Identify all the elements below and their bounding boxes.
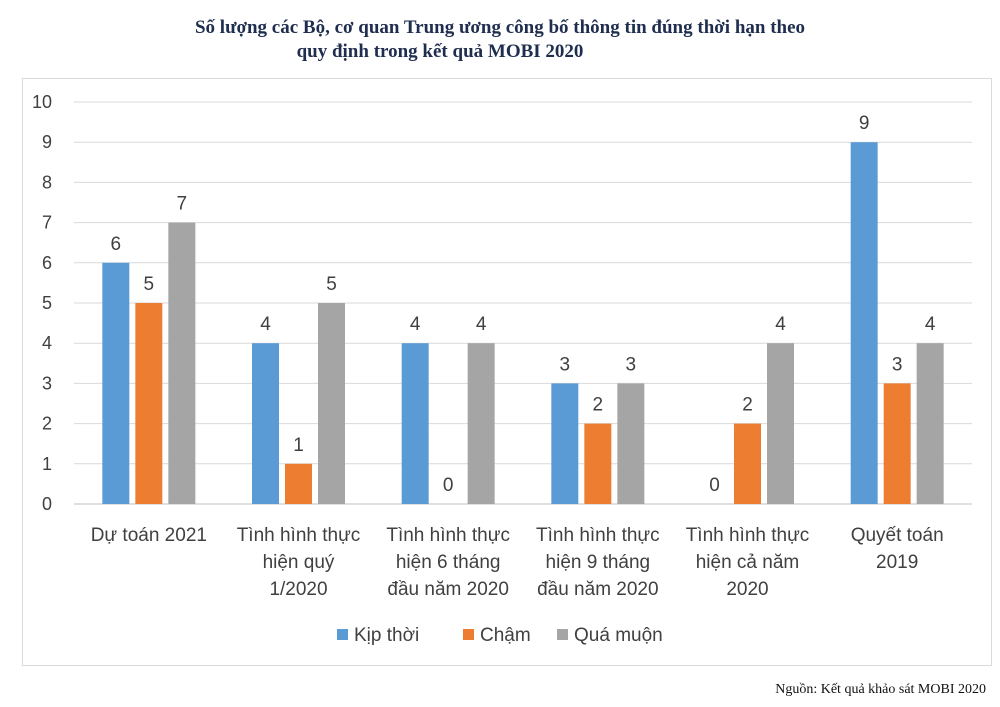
bar <box>318 303 345 504</box>
bar <box>734 423 761 504</box>
bar <box>285 463 312 504</box>
data-label: 3 <box>626 354 637 375</box>
x-category-label: đầu năm 2020 <box>537 579 659 600</box>
data-label: 5 <box>144 274 155 295</box>
data-label: 4 <box>410 314 421 335</box>
bar <box>551 383 579 504</box>
bar <box>767 343 794 504</box>
data-label: 4 <box>476 314 487 335</box>
y-tick-label: 10 <box>32 92 52 112</box>
chart-title-line-1: Số lượng các Bộ, cơ quan Trung ương công… <box>194 17 806 38</box>
x-category-label: Tình hình thực <box>686 525 810 546</box>
x-category-label: 2019 <box>876 552 918 573</box>
bar <box>916 343 944 504</box>
y-tick-label: 0 <box>42 494 52 514</box>
data-label: 3 <box>892 354 903 375</box>
y-tick-label: 7 <box>42 213 52 233</box>
x-category-label: 1/2020 <box>269 579 327 600</box>
data-label: 1 <box>293 435 304 456</box>
x-category-label: Tình hình thực <box>237 525 361 546</box>
data-label: 9 <box>859 113 870 134</box>
chart-title: Số lượng các Bộ, cơ quan Trung ương công… <box>0 16 1000 64</box>
legend: Kịp thời Chậm Quá muộn <box>337 625 663 646</box>
data-label: 0 <box>443 475 454 496</box>
data-label: 3 <box>560 354 571 375</box>
chart-title-line-2: quy định trong kết quả MOBI 2020 <box>296 41 584 62</box>
y-tick-label: 5 <box>42 293 52 313</box>
x-category-label: Tình hình thực <box>536 525 660 546</box>
bar <box>883 383 911 504</box>
data-labels: 6 5 7 4 1 5 4 0 4 3 2 3 0 2 4 9 3 4 <box>111 113 936 496</box>
legend-label: Chậm <box>480 625 531 646</box>
x-category-label: hiện 6 tháng <box>396 552 501 573</box>
data-label: 4 <box>260 314 271 335</box>
source-note: Nguồn: Kết quả khảo sát MOBI 2020 <box>775 682 986 697</box>
x-category-label: đầu năm 2020 <box>387 579 509 600</box>
data-label: 4 <box>775 314 786 335</box>
x-category-label: hiện quý <box>263 552 335 573</box>
data-label: 2 <box>593 395 604 416</box>
x-category-label: Dự toán 2021 <box>91 525 207 546</box>
x-category-label: hiện cả năm <box>696 552 800 573</box>
legend-swatch <box>557 629 568 640</box>
y-tick-label: 1 <box>42 454 52 474</box>
y-tick-label: 9 <box>42 132 52 152</box>
data-label: 2 <box>742 395 753 416</box>
bar <box>102 262 130 504</box>
data-label: 7 <box>177 194 188 215</box>
bar <box>168 222 196 504</box>
y-tick-label: 4 <box>42 333 52 353</box>
bar <box>850 142 878 504</box>
gridlines <box>74 101 972 505</box>
x-axis-category-labels: Dự toán 2021 Tình hình thực hiện quý 1/2020… <box>91 525 944 600</box>
legend-label: Kịp thời <box>354 625 419 646</box>
y-tick-label: 2 <box>42 414 52 434</box>
bar <box>135 303 163 504</box>
x-category-label: hiện 9 tháng <box>546 552 651 573</box>
x-category-label: Tình hình thực <box>386 525 510 546</box>
data-label: 6 <box>111 234 122 255</box>
x-category-label: 2020 <box>726 579 768 600</box>
data-label: 5 <box>326 274 337 295</box>
bar <box>617 383 645 504</box>
bar <box>401 343 429 504</box>
y-tick-label: 6 <box>42 253 52 273</box>
bar <box>467 343 495 504</box>
legend-label: Quá muộn <box>574 625 663 646</box>
y-tick-label: 3 <box>42 373 52 393</box>
legend-swatch <box>337 629 348 640</box>
x-category-label: Quyết toán <box>851 525 944 546</box>
bar <box>252 343 279 504</box>
y-axis-tick-labels: 0 1 2 3 4 5 6 7 8 9 10 <box>32 92 52 514</box>
bars <box>102 142 944 504</box>
data-label: 4 <box>925 314 936 335</box>
data-label: 0 <box>709 475 720 496</box>
y-tick-label: 8 <box>42 172 52 192</box>
bar <box>584 423 612 504</box>
legend-swatch <box>463 629 474 640</box>
